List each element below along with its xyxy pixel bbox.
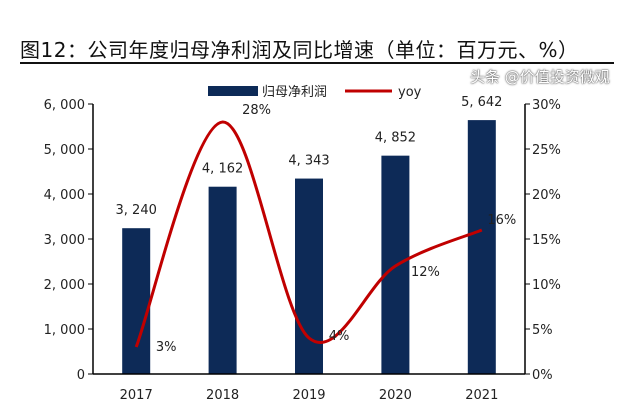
bar-2021	[467, 120, 496, 374]
left-tick-label: 2, 000	[44, 278, 85, 293]
left-tick-label: 5, 000	[44, 143, 85, 158]
left-tick-label: 1, 000	[44, 323, 85, 338]
bar-2019	[295, 178, 323, 374]
yoy-data-label: 3%	[156, 340, 177, 355]
x-tick-label: 2021	[465, 388, 498, 403]
left-tick-label: 4, 000	[44, 188, 85, 203]
x-tick-label: 2018	[206, 388, 239, 403]
right-tick-label: 25%	[532, 143, 561, 158]
bar-data-label: 4, 343	[288, 154, 329, 169]
bar-2017	[122, 228, 151, 374]
left-tick-label: 0	[77, 368, 85, 383]
bar-data-label: 4, 162	[202, 162, 243, 177]
x-tick-label: 2019	[292, 388, 325, 403]
yoy-line	[134, 120, 483, 348]
legend-label-line: yoy	[398, 85, 422, 100]
right-tick-label: 10%	[532, 278, 561, 293]
chart-title: 图12：公司年度归母净利润及同比增速（单位：百万元、%）	[20, 38, 579, 62]
watermark: 头条 @价值投资微观	[470, 68, 610, 86]
x-tick-label: 2017	[120, 388, 153, 403]
right-tick-label: 15%	[532, 233, 561, 248]
yoy-data-label: 4%	[329, 329, 350, 344]
legend-label-bar: 归母净利润	[262, 85, 327, 100]
right-tick-label: 30%	[532, 98, 561, 113]
bar-data-label: 3, 240	[116, 203, 157, 218]
legend-swatch-bar	[208, 86, 258, 96]
yoy-data-label: 28%	[242, 103, 271, 118]
title-underline	[20, 62, 614, 64]
yoy-data-label: 12%	[411, 265, 440, 280]
yoy-data-label: 16%	[487, 213, 516, 228]
right-tick-label: 0%	[532, 368, 553, 383]
bar-data-label: 5, 642	[461, 95, 502, 110]
left-tick-label: 3, 000	[44, 233, 85, 248]
bar-data-label: 4, 852	[375, 131, 416, 146]
bar-2018	[208, 186, 237, 374]
right-tick-label: 20%	[532, 188, 561, 203]
x-tick-label: 2020	[379, 388, 412, 403]
left-tick-label: 6, 000	[44, 98, 85, 113]
right-tick-label: 5%	[532, 323, 553, 338]
